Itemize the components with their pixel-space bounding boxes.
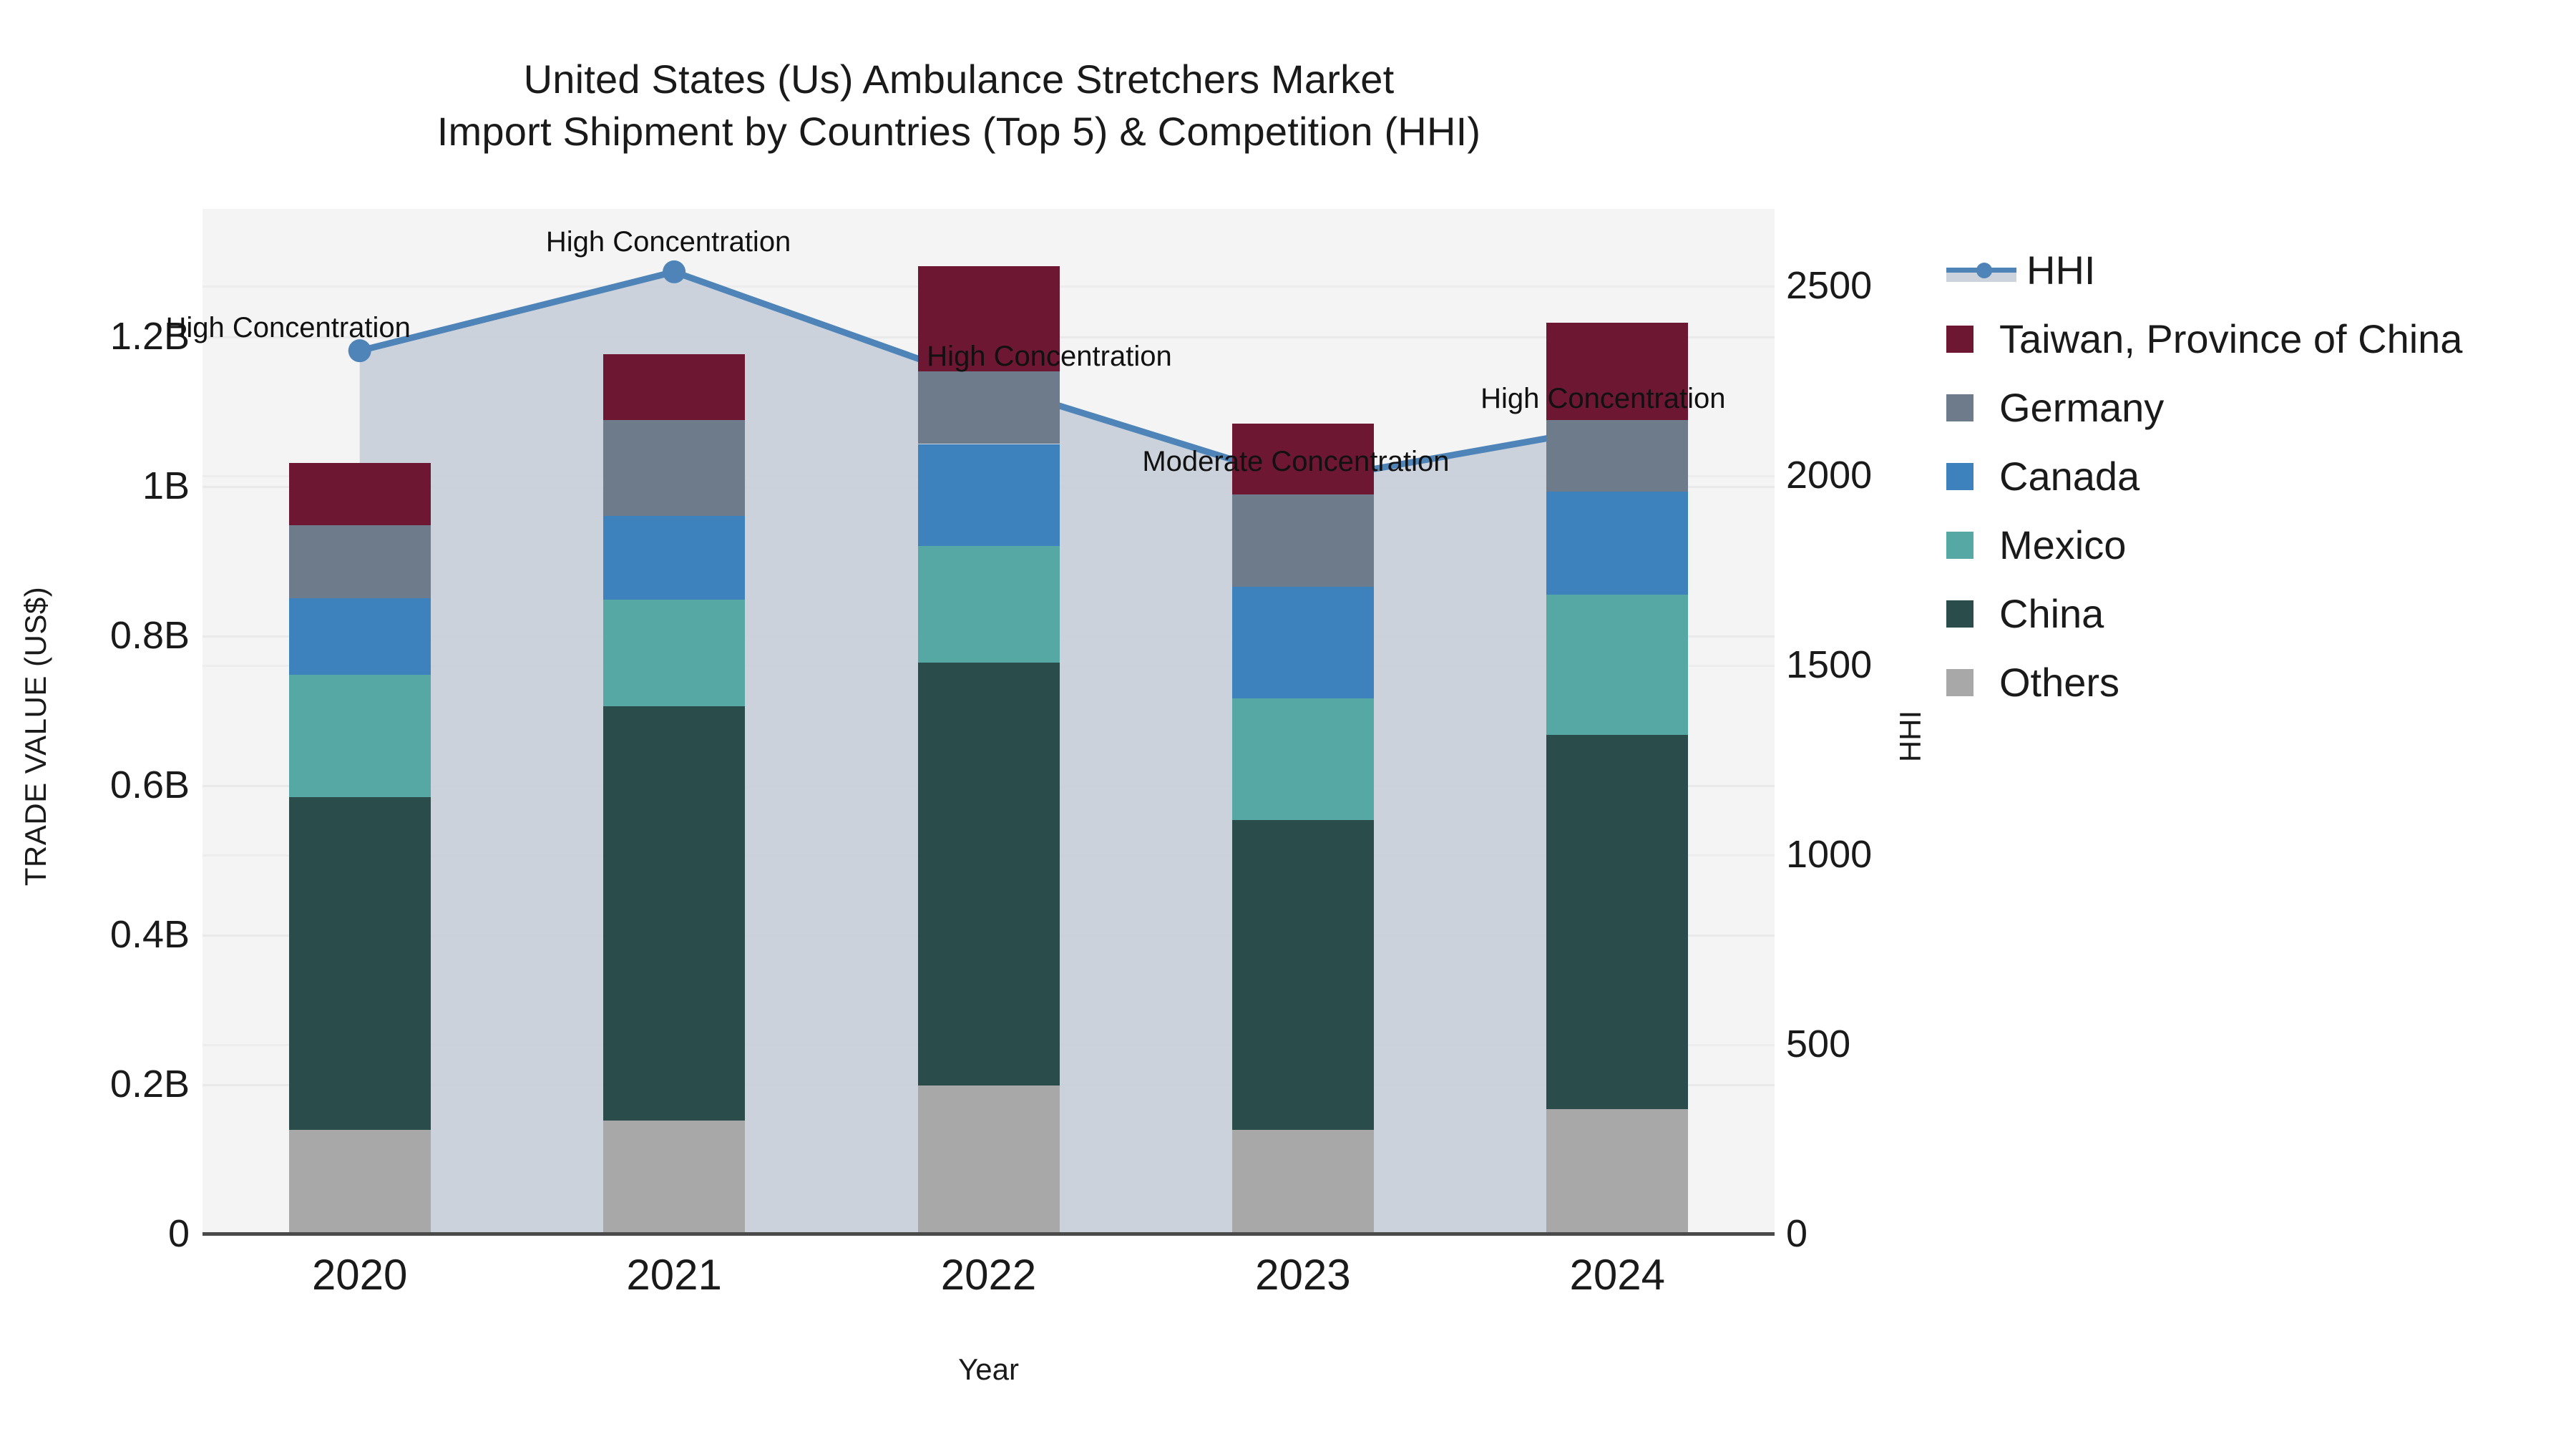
y-axis-right-tick-0: 0 — [1786, 1212, 1808, 1255]
y-axis-right-tick-4: 2000 — [1786, 454, 1873, 497]
x-axis-tick-2022: 2022 — [940, 1251, 1037, 1299]
legend-item-taiwan-province-of-china[interactable]: Taiwan, Province of China — [1946, 305, 2562, 374]
y-axis-right-tick-3: 1500 — [1786, 643, 1873, 686]
legend-item-label: HHI — [2026, 248, 2096, 293]
bar-segment-others-2022[interactable] — [917, 1085, 1060, 1234]
bar-segment-others-2024[interactable] — [1546, 1108, 1689, 1234]
bar-segment-germany-2021[interactable] — [603, 420, 746, 516]
legend-item-label: Mexico — [1999, 522, 2127, 567]
annotation-2023: Moderate Concentration — [1142, 446, 1450, 477]
y-axis-right-tick-5: 2500 — [1786, 264, 1873, 307]
legend-item-germany[interactable]: Germany — [1946, 374, 2562, 442]
legend-swatch-icon — [1946, 532, 1974, 559]
bar-segment-germany-2020[interactable] — [288, 525, 431, 598]
x-axis-tick-2024: 2024 — [1569, 1251, 1666, 1299]
bar-segment-mexico-2024[interactable] — [1546, 594, 1689, 735]
bar-segment-germany-2022[interactable] — [917, 371, 1060, 444]
bar-segment-others-2023[interactable] — [1231, 1129, 1374, 1234]
hhi-line-marker-icon — [1946, 259, 2016, 282]
y-axis-left-tick-1: 0.2B — [109, 1063, 190, 1106]
chart-title: United States (Us) Ambulance Stretchers … — [0, 54, 1918, 158]
legend-swatch-icon — [1946, 463, 1974, 490]
x-axis-title: Year — [958, 1352, 1019, 1386]
bar-stack-2022 — [917, 265, 1060, 1234]
bar-segment-canada-2023[interactable] — [1231, 587, 1374, 698]
legend: HHI Taiwan, Province of China Germany Canad… — [1946, 236, 2562, 717]
bar-stack-2023 — [1231, 424, 1374, 1234]
x-axis-tick-2020: 2020 — [311, 1251, 408, 1299]
legend-swatch-icon — [1946, 669, 1974, 696]
bar-segment-taiwan-province-of-china-2022[interactable] — [917, 265, 1060, 372]
legend-item-label: China — [1999, 591, 2104, 636]
legend-swatch-icon — [1946, 394, 1974, 421]
hhi-point-2021[interactable] — [663, 260, 686, 283]
annotation-2024: High Concentration — [1480, 383, 1726, 415]
bar-segment-mexico-2020[interactable] — [288, 675, 431, 797]
bar-segment-china-2024[interactable] — [1546, 735, 1689, 1109]
bar-segment-others-2020[interactable] — [288, 1129, 431, 1234]
bar-segment-taiwan-province-of-china-2024[interactable] — [1546, 323, 1689, 421]
bar-stack-2024 — [1546, 323, 1689, 1234]
x-axis-tick-2021: 2021 — [626, 1251, 722, 1299]
bar-segment-taiwan-province-of-china-2021[interactable] — [603, 354, 746, 421]
bar-segment-germany-2023[interactable] — [1231, 494, 1374, 587]
legend-item-label: Others — [1999, 660, 2120, 705]
bar-segment-canada-2022[interactable] — [917, 444, 1060, 546]
y-axis-left-tick-0: 0 — [167, 1212, 190, 1255]
bar-segment-germany-2024[interactable] — [1546, 420, 1689, 492]
bar-segment-canada-2024[interactable] — [1546, 492, 1689, 595]
legend-item-label: Canada — [1999, 454, 2140, 499]
y-axis-left-tick-2: 0.4B — [109, 913, 190, 956]
legend-item-canada[interactable]: Canada — [1946, 442, 2562, 511]
y-axis-right-tick-1: 500 — [1786, 1023, 1851, 1065]
legend-item-hhi[interactable]: HHI — [1946, 236, 2562, 305]
bar-segment-canada-2020[interactable] — [288, 597, 431, 675]
legend-item-mexico[interactable]: Mexico — [1946, 511, 2562, 580]
bar-segment-mexico-2023[interactable] — [1231, 698, 1374, 821]
chart-title-line-2: Import Shipment by Countries (Top 5) & C… — [436, 108, 1481, 154]
y-axis-left-tick-5: 1B — [142, 464, 190, 507]
hhi-point-2020[interactable] — [348, 339, 371, 363]
y-axis-left-tick-6: 1.2B — [109, 315, 190, 358]
bar-segment-canada-2021[interactable] — [603, 515, 746, 600]
bar-segment-mexico-2022[interactable] — [917, 545, 1060, 663]
bar-stack-2021 — [603, 354, 746, 1234]
bar-segment-china-2021[interactable] — [603, 706, 746, 1121]
bar-segment-china-2022[interactable] — [917, 662, 1060, 1086]
y-axis-left-tick-3: 0.6B — [109, 763, 190, 806]
y-axis-right-title: HHI — [1893, 710, 1927, 763]
annotation-2020: High Concentration — [165, 312, 411, 344]
annotation-2021: High Concentration — [545, 225, 791, 258]
bar-segment-taiwan-province-of-china-2023[interactable] — [1231, 424, 1374, 494]
bar-segment-china-2023[interactable] — [1231, 820, 1374, 1130]
legend-item-label: Taiwan, Province of China — [1999, 316, 2463, 361]
annotation-2022: High Concentration — [927, 341, 1172, 373]
legend-swatch-icon — [1946, 326, 1974, 353]
legend-item-label: Germany — [1999, 385, 2165, 430]
bar-segment-china-2020[interactable] — [288, 796, 431, 1130]
bar-stack-2020 — [288, 462, 431, 1234]
x-axis-baseline — [203, 1232, 1775, 1236]
y-axis-right-tick-2: 1000 — [1786, 833, 1873, 876]
legend-swatch-icon — [1946, 600, 1974, 628]
chart-title-line-1: United States (Us) Ambulance Stretchers … — [523, 57, 1395, 102]
bar-segment-taiwan-province-of-china-2020[interactable] — [288, 462, 431, 526]
bar-segment-mexico-2021[interactable] — [603, 599, 746, 707]
legend-item-others[interactable]: Others — [1946, 648, 2562, 717]
bar-segment-others-2021[interactable] — [603, 1121, 746, 1234]
legend-item-china[interactable]: China — [1946, 580, 2562, 648]
y-axis-left-title: TRADE VALUE (US$) — [19, 586, 52, 887]
y-axis-left-tick-4: 0.8B — [109, 614, 190, 657]
x-axis-tick-2023: 2023 — [1255, 1251, 1351, 1299]
